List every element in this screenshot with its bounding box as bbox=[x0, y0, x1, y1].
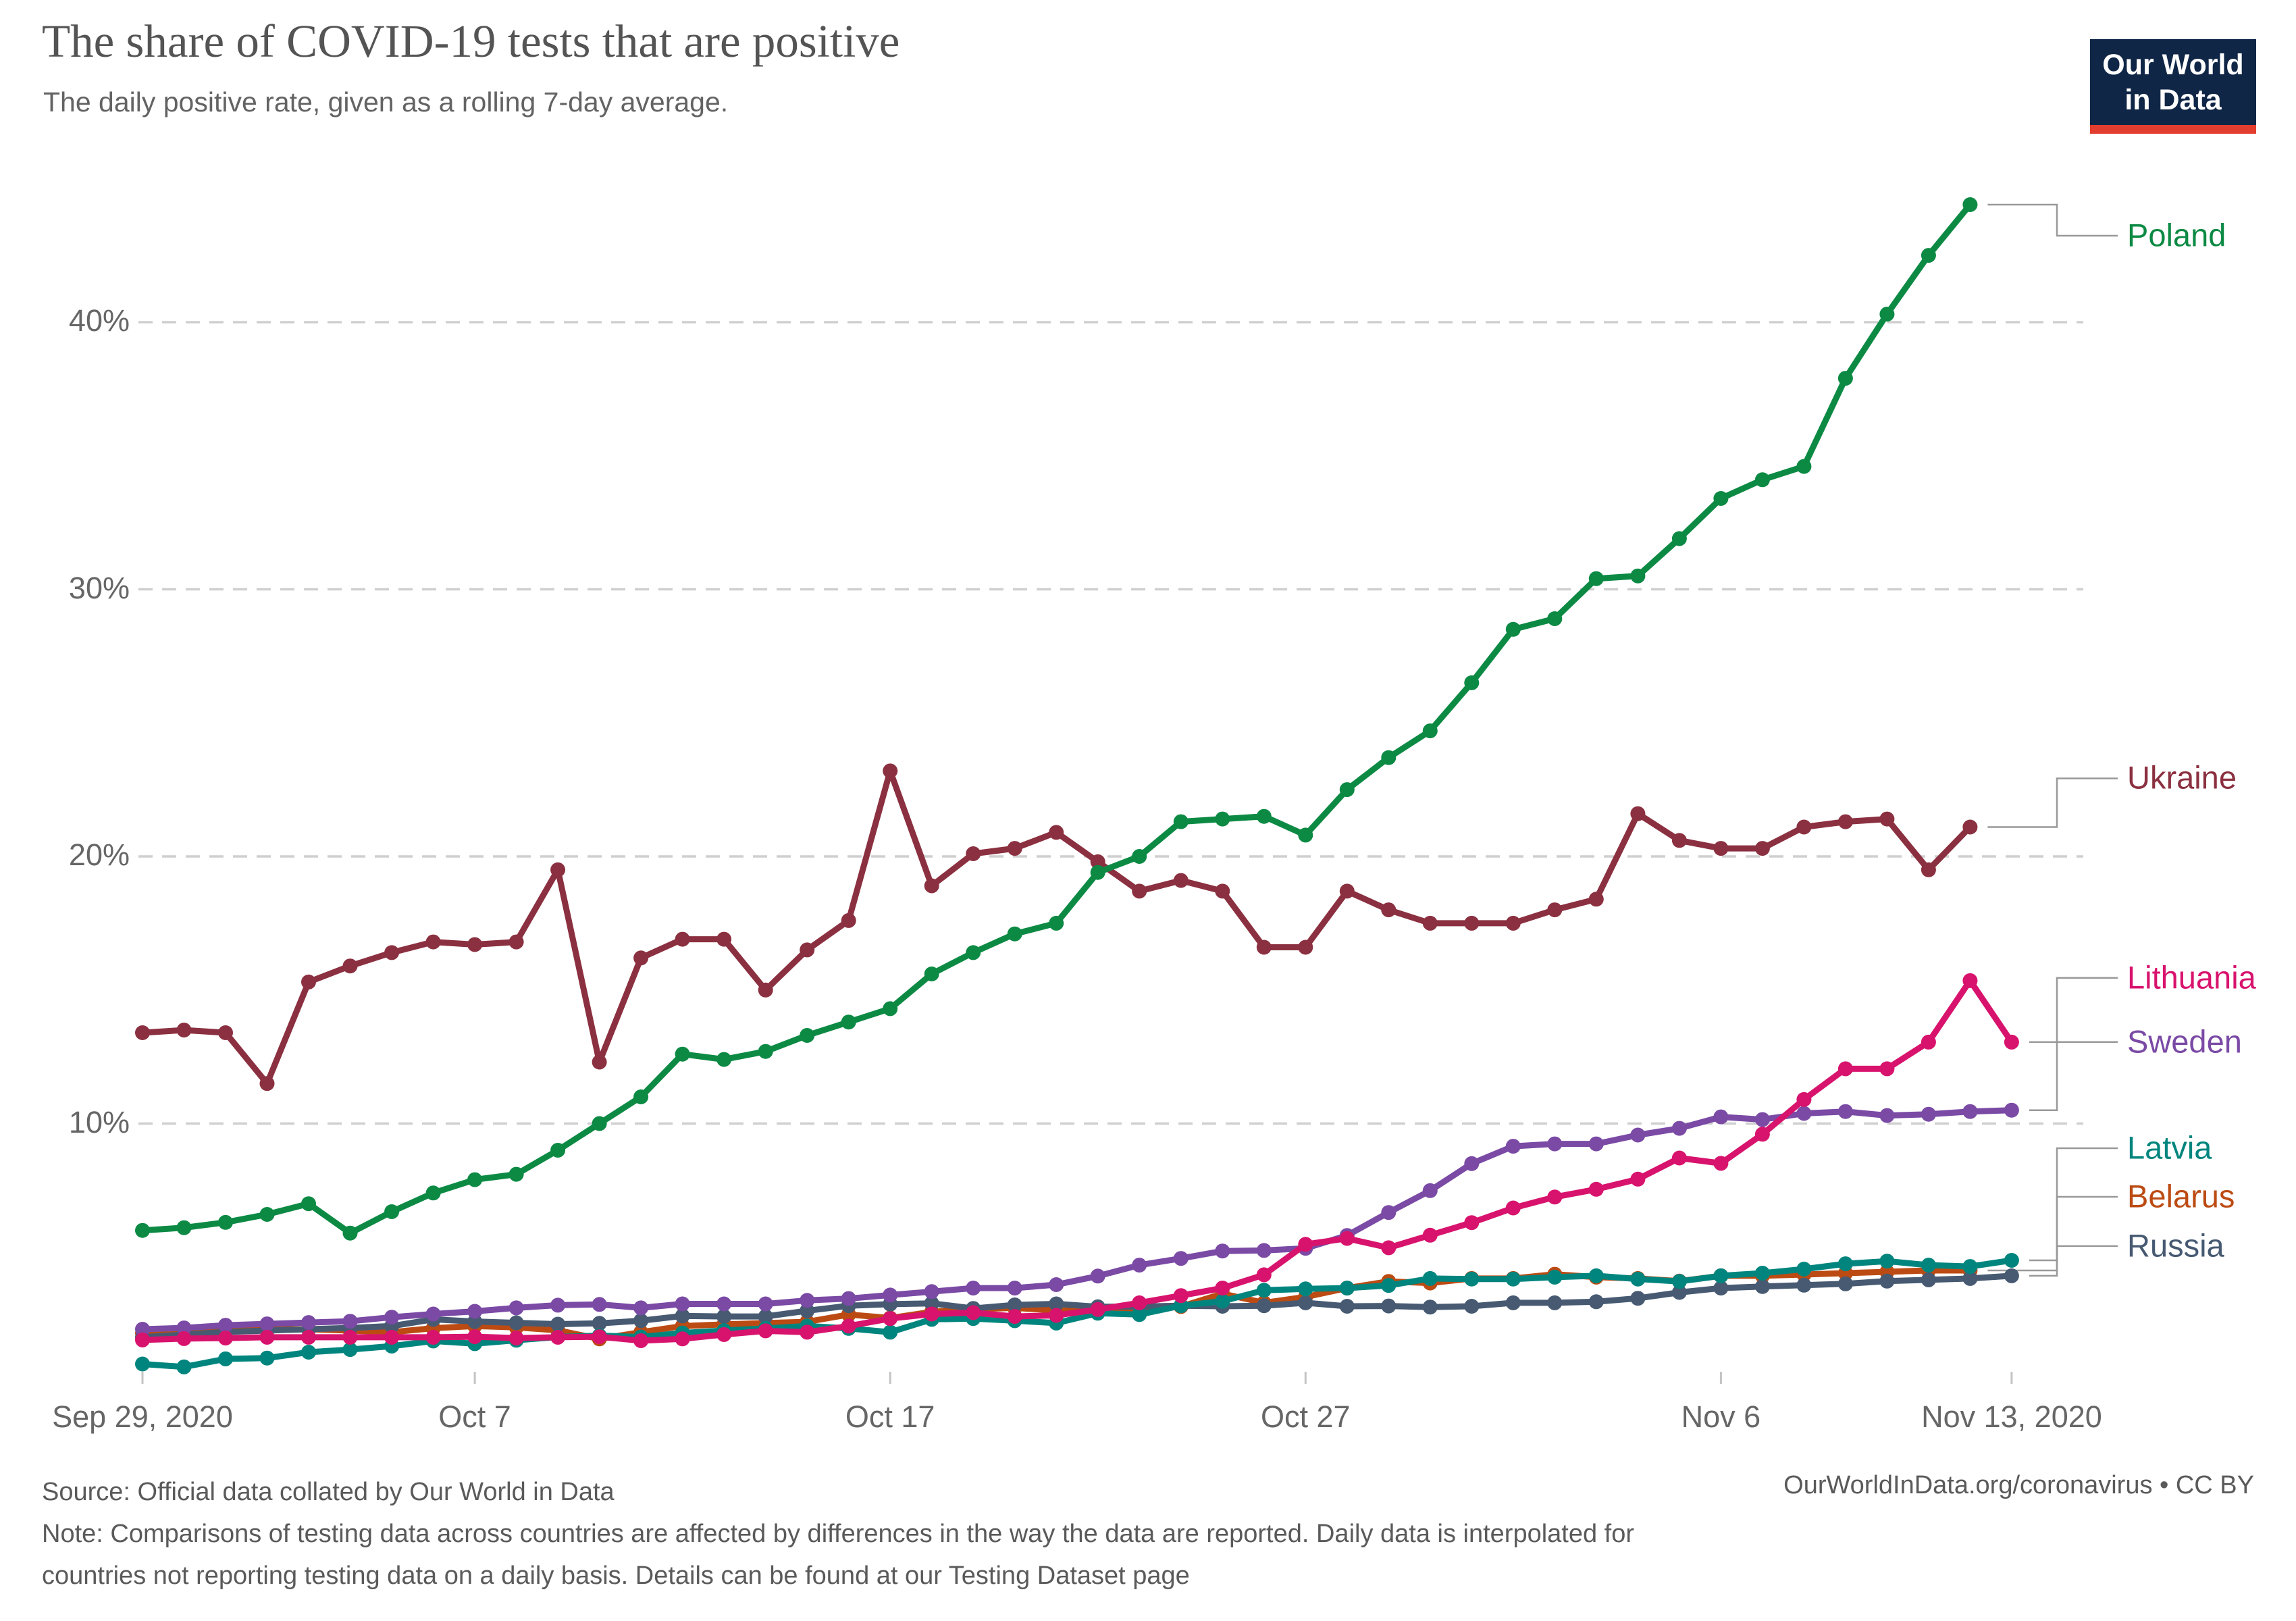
footer-notes: Source: Official data collated by Our Wo… bbox=[42, 1471, 1634, 1597]
owid-logo-text-line2: in Data bbox=[2124, 84, 2222, 116]
y-axis-tick-label: 10% bbox=[68, 1104, 130, 1139]
note-line-2: countries not reporting testing data on … bbox=[42, 1562, 1190, 1590]
page-title: The share of COVID-19 tests that are pos… bbox=[42, 16, 900, 67]
x-axis-tick-label: Nov 13, 2020 bbox=[1921, 1399, 2102, 1434]
x-axis-tick-label: Sep 29, 2020 bbox=[52, 1399, 233, 1434]
y-axis-tick-label: 20% bbox=[68, 837, 130, 872]
series-label-sweden: Sweden bbox=[2127, 1023, 2242, 1060]
footer-credit: OurWorldInData.org/coronavirus • CC BY bbox=[1783, 1471, 2254, 1499]
series-label-belarus: Belarus bbox=[2127, 1178, 2235, 1214]
x-axis-tick-label: Oct 7 bbox=[438, 1399, 511, 1434]
series-label-lithuania: Lithuania bbox=[2127, 959, 2256, 996]
owid-logo-red-stripe bbox=[2090, 125, 2256, 134]
owid-logo-background bbox=[2090, 39, 2256, 134]
x-axis-tick-label: Oct 17 bbox=[845, 1399, 935, 1434]
chart-subtitle: The daily positive rate, given as a roll… bbox=[43, 86, 729, 118]
series-label-russia: Russia bbox=[2127, 1227, 2224, 1264]
owid-logo: Our World in Data bbox=[2090, 39, 2256, 134]
note-line-1: Note: Comparisons of testing data across… bbox=[42, 1520, 1635, 1548]
series-label-latvia: Latvia bbox=[2127, 1129, 2212, 1166]
source-line: Source: Official data collated by Our Wo… bbox=[42, 1478, 615, 1506]
x-axis-tick-label: Nov 6 bbox=[1681, 1399, 1761, 1434]
x-axis-tick-label: Oct 27 bbox=[1260, 1399, 1351, 1434]
series-label-poland: Poland bbox=[2127, 217, 2226, 253]
y-axis-tick-label: 40% bbox=[68, 303, 130, 338]
owid-logo-text-line1: Our World bbox=[2102, 49, 2244, 81]
series-label-ukraine: Ukraine bbox=[2127, 759, 2237, 796]
y-axis-tick-label: 30% bbox=[68, 570, 130, 605]
